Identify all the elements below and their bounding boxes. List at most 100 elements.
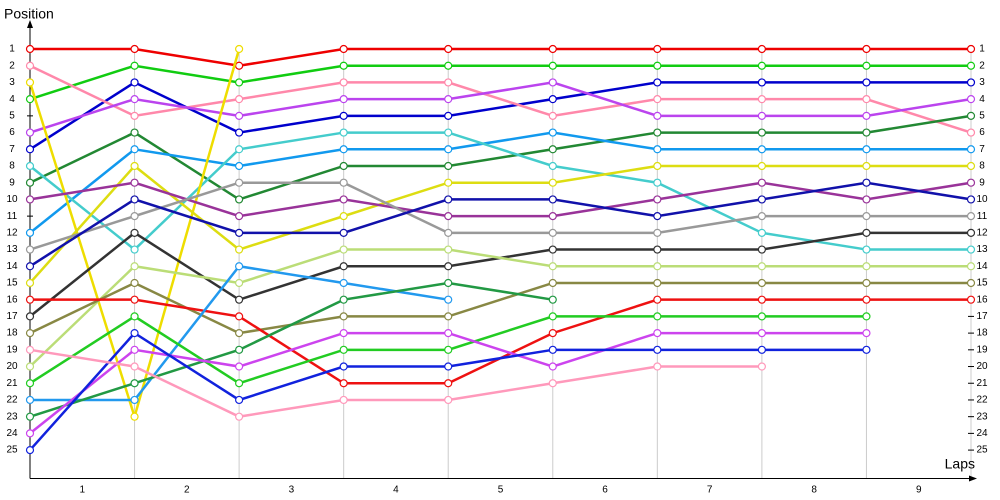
position-marker xyxy=(653,161,662,171)
position-marker xyxy=(235,412,244,421)
position-marker xyxy=(339,145,348,154)
position-marker xyxy=(444,312,453,321)
position-marker xyxy=(25,161,35,171)
series-line xyxy=(29,81,972,134)
position-marker xyxy=(757,111,766,120)
position-marker xyxy=(339,362,348,371)
position-marker xyxy=(25,44,35,54)
position-marker xyxy=(235,178,244,187)
position-marker xyxy=(339,295,348,304)
position-marker xyxy=(548,312,557,321)
x-tick-label: 3 xyxy=(289,485,295,496)
position-marker xyxy=(130,245,139,254)
position-marker xyxy=(444,245,453,254)
position-marker xyxy=(235,278,244,288)
position-marker xyxy=(25,362,35,371)
y-tick-label-right: 15 xyxy=(976,278,988,289)
position-marker xyxy=(130,195,139,204)
position-marker xyxy=(235,345,244,354)
position-marker xyxy=(757,195,766,204)
position-marker xyxy=(653,61,662,70)
position-marker xyxy=(653,312,662,321)
y-tick-label-right: 4 xyxy=(979,94,985,105)
position-marker xyxy=(130,345,139,354)
position-marker xyxy=(339,161,348,171)
position-marker xyxy=(862,178,871,187)
position-marker xyxy=(130,78,139,87)
position-marker xyxy=(653,195,662,204)
position-marker xyxy=(548,379,557,388)
position-marker xyxy=(130,362,139,371)
x-axis-arrow xyxy=(969,475,977,482)
position-marker xyxy=(444,228,453,237)
position-marker xyxy=(235,78,244,87)
position-marker xyxy=(25,61,35,70)
position-marker xyxy=(757,44,766,54)
position-marker xyxy=(130,178,139,187)
position-marker xyxy=(130,61,139,70)
y-tick-label-right: 13 xyxy=(976,244,988,255)
y-tick-label-right: 12 xyxy=(976,227,988,238)
y-tick-label: 19 xyxy=(6,344,18,355)
position-marker xyxy=(339,329,348,338)
y-tick-label: 14 xyxy=(6,261,18,272)
series-line xyxy=(29,348,762,418)
y-tick-label: 16 xyxy=(6,294,18,305)
x-axis-title: Laps xyxy=(945,456,975,472)
position-marker xyxy=(235,44,244,54)
position-marker xyxy=(235,161,244,171)
position-marker xyxy=(653,44,662,54)
position-marker xyxy=(25,262,35,271)
position-marker xyxy=(653,262,662,271)
position-marker xyxy=(235,295,244,304)
y-tick-label: 6 xyxy=(9,127,15,138)
position-marker xyxy=(548,195,557,204)
position-marker xyxy=(25,345,35,354)
position-marker xyxy=(235,128,244,137)
position-marker xyxy=(966,178,976,187)
series-line xyxy=(29,114,972,201)
position-marker xyxy=(339,379,348,388)
position-marker xyxy=(757,128,766,137)
position-marker xyxy=(444,145,453,154)
position-marker xyxy=(548,295,557,304)
position-marker xyxy=(339,95,348,104)
y-tick-label: 7 xyxy=(9,144,15,155)
position-marker xyxy=(757,362,766,371)
y-tick-label-right: 3 xyxy=(979,77,985,88)
position-marker xyxy=(653,95,662,104)
position-marker xyxy=(339,44,348,54)
position-marker xyxy=(444,362,453,371)
position-marker xyxy=(130,395,139,405)
position-marker xyxy=(862,245,871,254)
position-marker xyxy=(130,111,139,120)
y-tick-label-right: 2 xyxy=(979,60,985,71)
position-marker xyxy=(339,195,348,204)
y-tick-label-right: 24 xyxy=(976,428,988,439)
y-axis-arrow xyxy=(27,20,33,28)
position-marker xyxy=(548,145,557,154)
position-marker xyxy=(444,278,453,288)
position-marker xyxy=(862,78,871,87)
position-marker xyxy=(862,95,871,104)
position-marker xyxy=(130,212,139,221)
position-marker xyxy=(862,312,871,321)
position-marker xyxy=(862,228,871,237)
position-marker xyxy=(966,262,976,271)
x-tick-label: 7 xyxy=(707,485,713,496)
position-marker xyxy=(862,161,871,171)
position-marker xyxy=(339,262,348,271)
position-marker xyxy=(444,379,453,388)
position-marker xyxy=(444,78,453,87)
position-marker xyxy=(966,295,976,304)
position-marker xyxy=(653,78,662,87)
y-tick-label: 17 xyxy=(6,311,18,322)
position-marker xyxy=(548,111,557,120)
position-marker xyxy=(235,362,244,371)
position-marker xyxy=(653,329,662,338)
position-marker xyxy=(130,228,139,237)
position-marker xyxy=(862,278,871,288)
position-marker xyxy=(130,44,139,54)
position-marker xyxy=(966,245,976,254)
y-tick-label: 9 xyxy=(9,177,15,188)
